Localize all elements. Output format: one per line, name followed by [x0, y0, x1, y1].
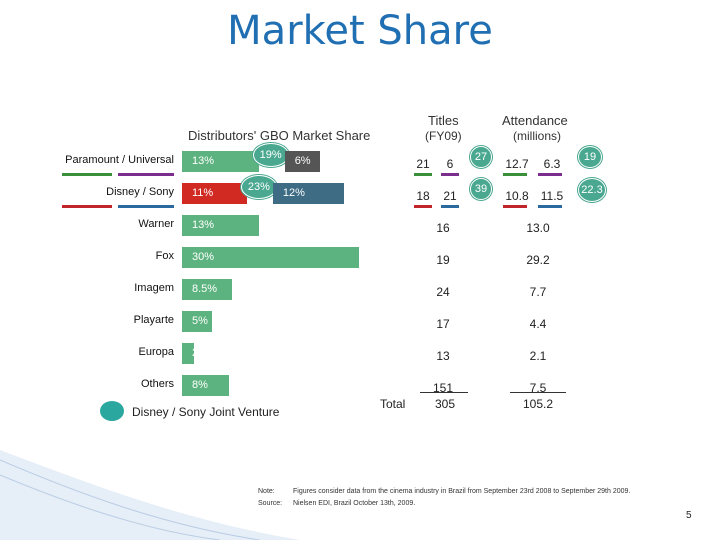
joint-venture-bubble: 19%: [252, 143, 289, 167]
total-titles: 305: [434, 397, 456, 411]
distributor-label: Disney / Sony: [106, 186, 174, 198]
attendance-value: 13.0: [526, 221, 550, 235]
titles-total-bubble: 27: [470, 146, 492, 168]
page-title: Market Share: [227, 8, 493, 54]
titles-total-bubble: 39: [470, 178, 492, 200]
titles-value: 151: [432, 381, 454, 395]
share-label: 8%: [192, 379, 208, 391]
distributor-underline: [62, 173, 112, 176]
total-divider-titles: [420, 392, 468, 393]
attendance-underline: [503, 173, 527, 176]
share-label: 2%: [192, 347, 208, 359]
attendance-value: 29.2: [526, 253, 550, 267]
titles-underline: [414, 173, 432, 176]
titles-underline: [414, 205, 432, 208]
millions-header: (millions): [513, 129, 561, 143]
distributor-label: Fox: [155, 250, 174, 262]
share-label: 11%: [192, 187, 214, 199]
distributor-underline: [118, 173, 174, 176]
titles-value: 19: [436, 253, 450, 267]
share-bar: [182, 311, 212, 332]
attendance-value: 4.4: [529, 317, 547, 331]
share-bar: [182, 375, 230, 396]
total-attendance: 105.2: [522, 397, 554, 411]
share-bar-secondary: [284, 151, 321, 172]
attendance-underline: [538, 205, 562, 208]
share-bar: [182, 215, 259, 236]
share-label: 8.5%: [192, 283, 218, 295]
share-label-secondary: 6%: [294, 155, 311, 167]
distributor-label: Paramount / Universal: [65, 154, 174, 166]
distributor-underline: [118, 205, 174, 208]
total-label: Total: [380, 397, 406, 411]
titles-underline: [441, 173, 459, 176]
share-bar: [182, 279, 233, 300]
share-label: 5%: [192, 315, 208, 327]
attendance-total-bubble: 22.3: [578, 178, 606, 202]
attendance-value: 11.5: [540, 189, 564, 203]
share-bar: [182, 247, 359, 268]
distributor-underline: [62, 205, 112, 208]
source-key: Source:: [258, 500, 283, 507]
background-swoosh: [0, 450, 300, 540]
share-label-secondary: 12%: [282, 187, 305, 199]
titles-underline: [441, 205, 459, 208]
distributor-label: Others: [140, 378, 174, 390]
attendance-underline: [538, 173, 562, 176]
joint-venture-bubble: 23%: [240, 175, 277, 199]
share-bar-secondary: [272, 183, 344, 204]
attendance-value: 12.7: [505, 157, 529, 171]
titles-value: 21: [443, 189, 457, 203]
titles-value: 24: [436, 285, 450, 299]
distributor-label: Europa: [138, 346, 174, 358]
page-number: 5: [686, 510, 692, 521]
attendance-underline: [503, 205, 527, 208]
share-bar: [182, 343, 194, 364]
attendance-value: 2.1: [529, 349, 547, 363]
total-divider-attendance: [510, 392, 566, 393]
share-bar: [182, 151, 259, 172]
attendance-header: Attendance: [502, 113, 568, 128]
distributor-label: Imagem: [134, 282, 174, 294]
share-label: 30%: [192, 251, 215, 263]
legend-label: Disney / Sony Joint Venture: [132, 405, 280, 419]
attendance-value: 6.3: [543, 157, 561, 171]
fy-header: (FY09): [425, 129, 462, 143]
titles-value: 18: [416, 189, 430, 203]
distributor-label: Playarte: [133, 314, 174, 326]
distributor-label: Warner: [138, 218, 174, 230]
titles-value: 16: [436, 221, 450, 235]
titles-value: 13: [436, 349, 450, 363]
titles-value: 17: [436, 317, 450, 331]
share-label: 13%: [192, 219, 215, 231]
attendance-value: 7.7: [529, 285, 547, 299]
legend-swatch: [100, 401, 124, 421]
note-key: Note:: [258, 488, 275, 495]
attendance-total-bubble: 19: [578, 146, 602, 168]
chart-header: Distributors' GBO Market Share: [188, 128, 371, 143]
titles-value: 6: [446, 157, 454, 171]
source-text: Nielsen EDI, Brazil October 13th, 2009.: [293, 500, 416, 507]
attendance-value: 10.8: [505, 189, 529, 203]
note-text: Figures consider data from the cinema in…: [293, 488, 631, 495]
share-label: 13%: [192, 155, 215, 167]
share-bar: [182, 183, 247, 204]
attendance-value: 7.5: [529, 381, 547, 395]
titles-header: Titles: [428, 113, 459, 128]
titles-value: 21: [416, 157, 430, 171]
